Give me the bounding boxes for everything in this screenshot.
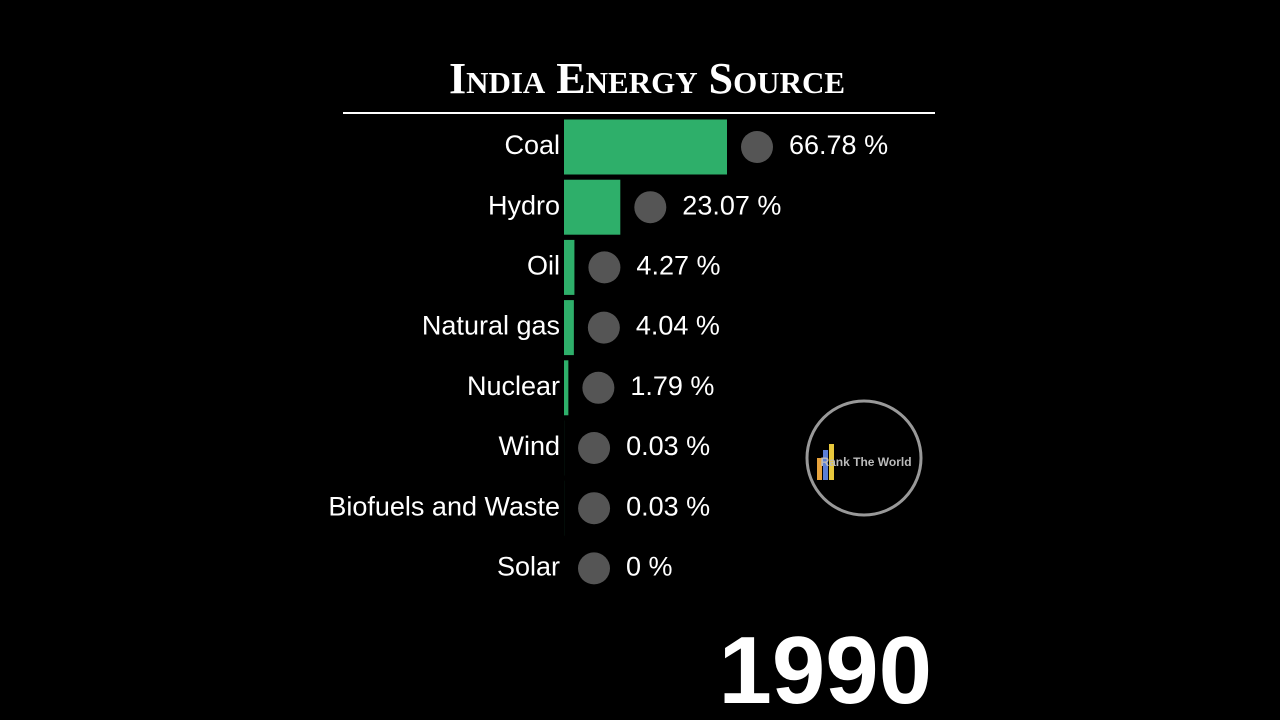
category-label: Biofuels and Waste (328, 491, 560, 521)
category-label: Solar (497, 552, 560, 582)
bar (564, 119, 727, 175)
watermark-icon (829, 444, 834, 480)
value-label: 0.03 % (626, 491, 710, 521)
icon (634, 191, 667, 224)
category-label: Hydro (488, 190, 560, 220)
icon (578, 492, 611, 525)
watermark-icon (817, 458, 822, 480)
chart-title: India Energy Source (449, 54, 845, 103)
value-label: 0.03 % (626, 431, 710, 461)
value-label: 4.27 % (636, 251, 720, 281)
value-label: 1.79 % (630, 371, 714, 401)
category-label: Coal (504, 130, 560, 160)
icon (587, 311, 620, 344)
year-label: 1990 (718, 617, 932, 720)
category-label: Nuclear (467, 371, 560, 401)
value-label: 23.07 % (682, 190, 781, 220)
bar (564, 360, 569, 416)
category-label: Natural gas (422, 311, 560, 341)
category-label: Wind (498, 431, 560, 461)
watermark: Rank The World (805, 399, 923, 517)
watermark-icon (823, 450, 828, 480)
icon (588, 251, 621, 284)
bar (564, 179, 621, 235)
bar (564, 300, 574, 356)
icon (582, 371, 615, 404)
value-label: 66.78 % (789, 130, 888, 160)
icon (741, 131, 773, 163)
watermark-ring (805, 399, 923, 517)
category-label: Oil (527, 251, 560, 281)
bar (564, 239, 575, 295)
value-label: 0 % (626, 552, 673, 582)
icon (578, 432, 611, 464)
watermark-text: Rank The World (820, 455, 911, 469)
icon (578, 552, 610, 585)
value-label: 4.04 % (636, 311, 720, 341)
